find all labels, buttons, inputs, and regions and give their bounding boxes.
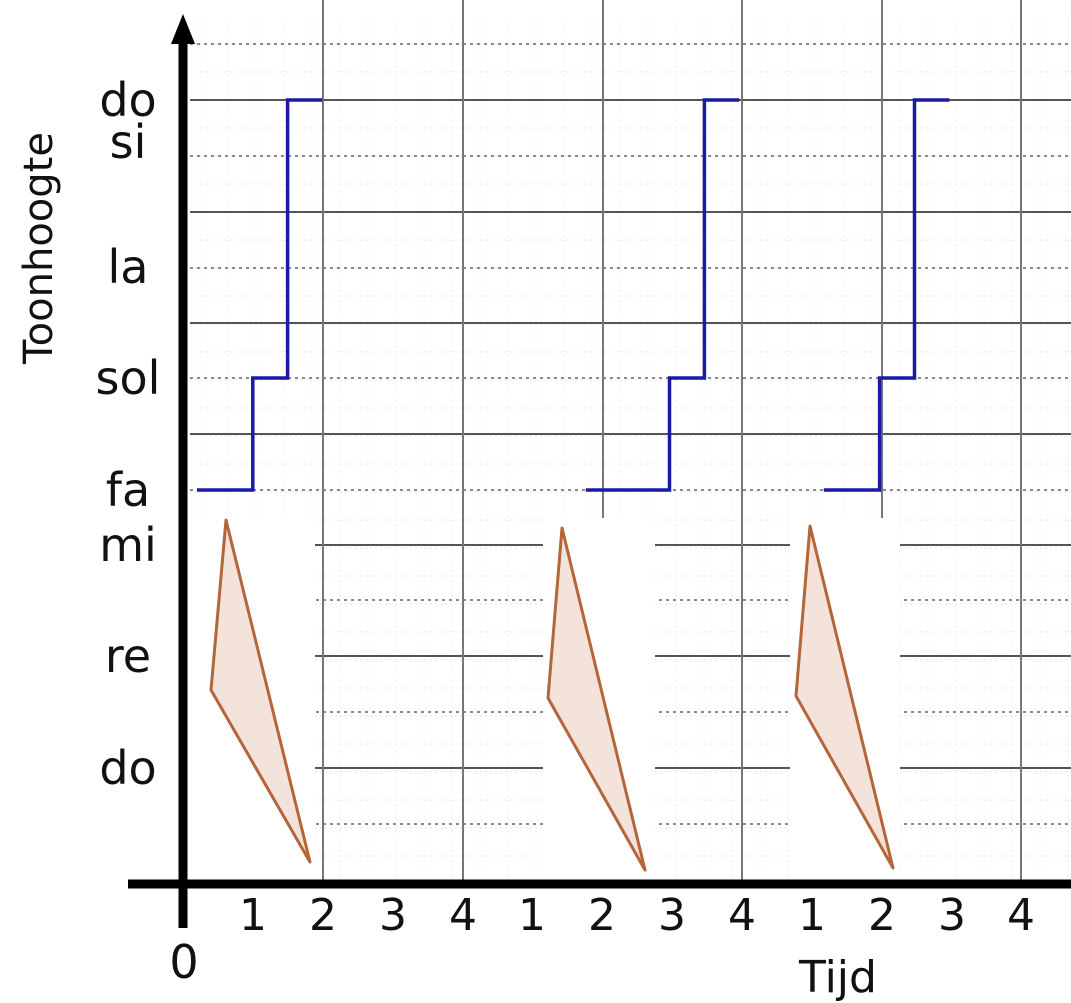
- triangle-shape: [209, 518, 312, 864]
- x-tick-label: 2: [868, 890, 896, 941]
- x-tick-label: 2: [309, 890, 337, 941]
- x-tick-label: 2: [588, 890, 616, 941]
- y-tick-label: do: [99, 73, 156, 127]
- pitch-step-line: [823, 98, 950, 492]
- y-tick-label: fa: [106, 463, 150, 517]
- origin-label: 0: [169, 935, 198, 989]
- y-tick-label: do: [99, 741, 156, 795]
- x-tick-label: 1: [239, 890, 267, 941]
- y-tick-label: sol: [96, 351, 161, 405]
- y-tick-label: si: [110, 115, 147, 169]
- x-tick-label: 1: [798, 890, 826, 941]
- y-tick-label: la: [108, 240, 149, 294]
- x-tick-label: 4: [1007, 890, 1035, 941]
- series-layer: [196, 98, 950, 492]
- triangle-shape: [546, 526, 647, 872]
- x-tick-label: 3: [938, 890, 966, 941]
- x-tick-label: 4: [449, 890, 477, 941]
- y-axis-title: Toonhoogte: [16, 132, 62, 365]
- shape-layer: [209, 518, 895, 872]
- pitch-step-line: [585, 98, 740, 492]
- y-axis-arrowhead: [171, 14, 195, 44]
- x-tick-label: 4: [728, 890, 756, 941]
- y-tick-label: re: [105, 629, 151, 683]
- y-tick-label: mi: [99, 518, 157, 572]
- x-tick-label: 3: [658, 890, 686, 941]
- axes: [128, 14, 1071, 928]
- x-axis-title: Tijd: [798, 952, 877, 1003]
- x-tick-label: 1: [518, 890, 546, 941]
- triangle-shape: [794, 524, 895, 870]
- x-tick-label: 3: [379, 890, 407, 941]
- pitch-step-line: [196, 98, 323, 492]
